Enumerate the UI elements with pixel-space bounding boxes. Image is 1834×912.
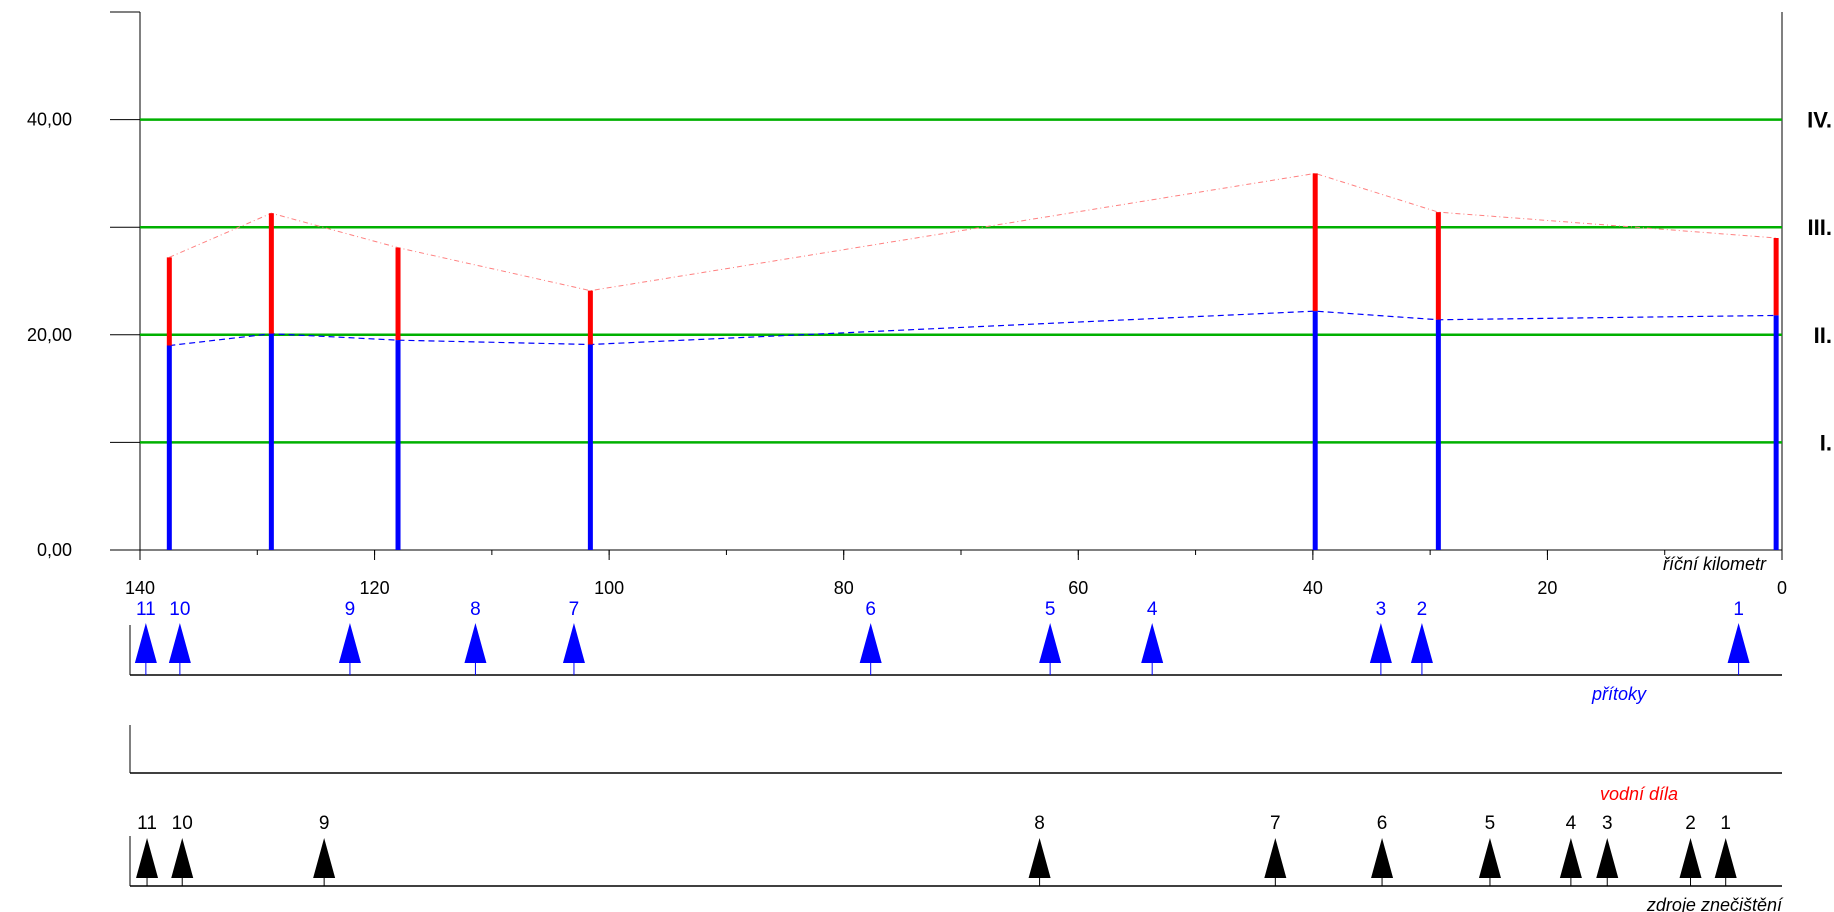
marker-label: 1 — [1733, 599, 1744, 620]
x-tick-label: 0 — [1777, 578, 1787, 598]
y-tick-label: 0,00 — [37, 540, 72, 560]
marker-triangle — [1727, 623, 1750, 663]
x-tick-label: 120 — [360, 578, 390, 598]
x-tick-label: 80 — [834, 578, 854, 598]
marker-triangle — [464, 623, 487, 663]
y-tick-label: 20,00 — [27, 325, 72, 345]
mean-profile-line — [169, 310, 1777, 347]
max-profile-line — [169, 172, 1777, 292]
plot-area: 0,00 20,00 40,00 I. II. III. IV. — [27, 11, 1832, 560]
marker-label: 3 — [1376, 599, 1387, 620]
marker-label: 4 — [1566, 813, 1577, 834]
x-axis: 140 120 100 80 60 40 20 0 říční kilometr — [125, 550, 1787, 598]
x-tick-label: 140 — [125, 578, 155, 598]
marker-triangle — [1410, 623, 1433, 663]
marker-label: 1 — [1720, 813, 1731, 834]
marker-label: 7 — [1270, 813, 1281, 834]
x-tick-label: 40 — [1303, 578, 1323, 598]
pollution-sources-panel: 1 2 3 4 5 6 7 8 9 10 11 zdroje znečištění — [129, 813, 1784, 912]
tributaries-panel: 1 2 3 4 5 6 7 8 9 10 11 přítoky — [129, 599, 1782, 704]
marker-triangle — [313, 838, 336, 878]
x-tick-label: 100 — [594, 578, 624, 598]
marker-label: 4 — [1147, 599, 1158, 620]
marker-triangle — [1714, 838, 1737, 878]
marker-label: 9 — [345, 599, 356, 620]
panel-title: zdroje znečištění — [1646, 895, 1784, 912]
marker-triangle — [1039, 623, 1062, 663]
class-limit-label: I. — [1820, 430, 1832, 455]
class-limit-label: IV. — [1807, 108, 1832, 133]
marker-label: 10 — [172, 813, 193, 834]
marker-triangle — [1369, 623, 1392, 663]
x-tick-label: 20 — [1537, 578, 1557, 598]
marker-triangle — [1559, 838, 1582, 878]
marker-label: 2 — [1417, 599, 1428, 620]
class-limit-label: III. — [1808, 215, 1832, 240]
marker-triangle — [134, 623, 157, 663]
marker-triangle — [1264, 838, 1287, 878]
marker-label: 8 — [470, 599, 481, 620]
x-tick-label: 60 — [1068, 578, 1088, 598]
marker-label: 10 — [169, 599, 190, 620]
water-works-panel: vodní díla — [129, 725, 1782, 804]
marker-label: 7 — [569, 599, 580, 620]
marker-triangle — [136, 838, 159, 878]
marker-triangle — [1679, 838, 1702, 878]
class-limit-label: II. — [1814, 323, 1832, 348]
marker-triangle — [171, 838, 194, 878]
marker-label: 3 — [1602, 813, 1613, 834]
marker-label: 11 — [137, 813, 157, 834]
x-axis-title: říční kilometr — [1663, 554, 1767, 574]
marker-label: 5 — [1485, 813, 1496, 834]
marker-triangle — [562, 623, 585, 663]
marker-triangle — [1478, 838, 1501, 878]
y-tick-label: 40,00 — [27, 110, 72, 130]
marker-label: 6 — [1377, 813, 1388, 834]
marker-triangle — [1596, 838, 1619, 878]
marker-triangle — [168, 623, 191, 663]
panel-title: vodní díla — [1600, 784, 1678, 804]
marker-label: 9 — [319, 813, 330, 834]
marker-label: 2 — [1685, 813, 1696, 834]
marker-triangle — [1028, 838, 1051, 878]
marker-label: 5 — [1045, 599, 1056, 620]
marker-label: 8 — [1034, 813, 1045, 834]
marker-triangle — [1141, 623, 1164, 663]
marker-label: 11 — [136, 599, 156, 620]
marker-label: 6 — [865, 599, 876, 620]
panel-title: přítoky — [1591, 684, 1647, 704]
marker-triangle — [859, 623, 882, 663]
marker-triangle — [338, 623, 361, 663]
marker-triangle — [1371, 838, 1394, 878]
